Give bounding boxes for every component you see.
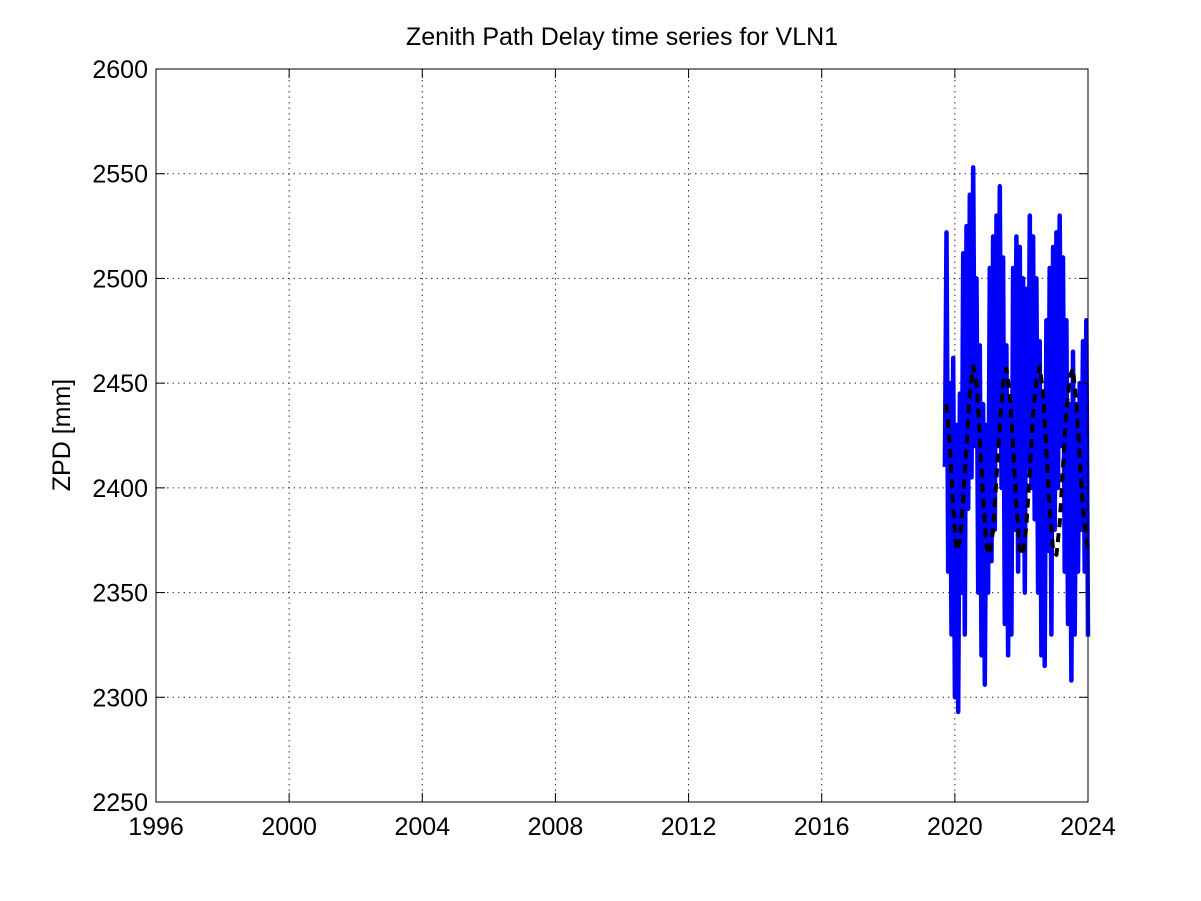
y-axis-label: ZPD [mm]: [48, 379, 76, 492]
x-tick-label: 2012: [661, 813, 717, 841]
y-tick-label: 2450: [92, 370, 148, 398]
y-tick-label: 2250: [92, 789, 148, 817]
y-tick-label: 2600: [92, 56, 148, 84]
x-tick-label: 2000: [261, 813, 317, 841]
x-tick-label: 2020: [927, 813, 983, 841]
plot-series: [942, 165, 1091, 715]
axis-ticks: 1996 2000 2004 2008 2012 2016 2020 2024 2250 2300…: [92, 56, 1116, 841]
seasonal-model-line: [944, 364, 1090, 557]
y-tick-label: 2550: [92, 161, 148, 189]
chart-title: Zenith Path Delay time series for VLN1: [406, 23, 838, 51]
y-tick-label: 2400: [92, 475, 148, 503]
x-tick-label: 1996: [128, 813, 184, 841]
y-tick-label: 2500: [92, 265, 148, 293]
x-tick-label: 2008: [528, 813, 584, 841]
plot-frame: [155, 68, 1089, 803]
x-tick-label: 2004: [394, 813, 450, 841]
gridlines: [156, 69, 1088, 802]
x-tick-label: 2016: [794, 813, 850, 841]
y-tick-label: 2300: [92, 684, 148, 712]
x-tick-label: 2024: [1060, 813, 1116, 841]
y-tick-label: 2350: [92, 580, 148, 608]
